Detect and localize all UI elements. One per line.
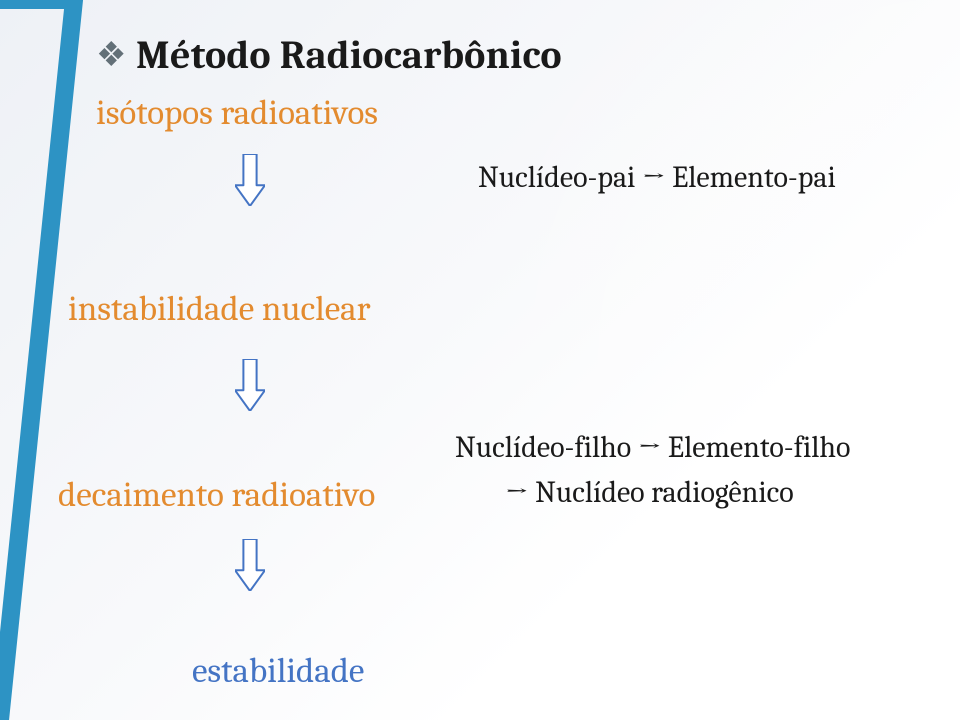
daughter-nuclide-line: Nuclídeo-filho → Elemento-filho	[455, 430, 850, 465]
down-arrow-icon	[235, 539, 265, 591]
stage-instability: instabilidade nuclear	[68, 288, 370, 329]
title-bullet-icon: ❖	[96, 35, 126, 75]
stage-stability: estabilidade	[192, 650, 364, 691]
slide-title: Método Radiocarbônico	[136, 32, 562, 78]
radiogenic-nuclide-line: → Nuclídeo radiogênico	[505, 475, 794, 510]
stage-decay: decaimento radioativo	[58, 474, 375, 515]
parent-nuclide-line: Nuclídeo-pai → Elemento-pai	[478, 160, 836, 195]
slide-content: ❖ Método Radiocarbônico isótopos radioat…	[0, 0, 960, 720]
down-arrow-icon	[235, 359, 265, 411]
stage-isotopes: isótopos radioativos	[96, 92, 378, 133]
right-arrow-icon: →	[638, 430, 662, 465]
down-arrow-icon	[235, 154, 265, 206]
right-arrow-icon: →	[642, 160, 666, 195]
text-nuclideo-pai: Nuclídeo-pai	[478, 160, 635, 195]
title-line: ❖ Método Radiocarbônico	[96, 32, 562, 78]
text-elemento-pai: Elemento-pai	[672, 160, 836, 195]
right-arrow-icon: →	[505, 475, 529, 510]
text-nuclideo-filho: Nuclídeo-filho	[455, 430, 631, 465]
text-nuclideo-radiogenico: Nuclídeo radiogênico	[535, 475, 794, 510]
text-elemento-filho: Elemento-filho	[668, 430, 851, 465]
